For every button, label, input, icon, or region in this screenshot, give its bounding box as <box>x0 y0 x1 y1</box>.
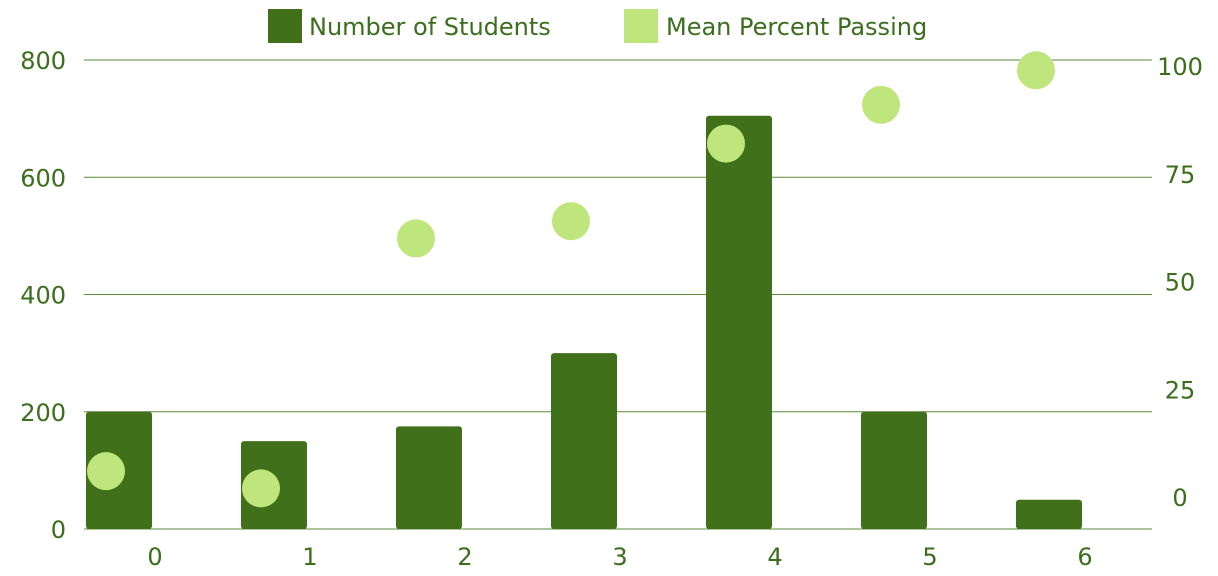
right-axis-tick-label: 75 <box>1165 161 1196 189</box>
scatter-series-mean-percent-passing <box>87 51 1055 508</box>
point-mean-percent-passing-5 <box>862 85 900 124</box>
left-axis-tick-label: 0 <box>51 516 66 544</box>
point-mean-percent-passing-2 <box>397 219 435 258</box>
x-axis-tick-label: 4 <box>767 543 782 571</box>
x-axis-tick-label: 5 <box>922 543 937 571</box>
x-axis-tick-labels: 0 1 2 3 4 5 6 <box>147 543 1092 571</box>
right-axis-tick-labels: 0 25 50 75 100 <box>1157 53 1203 512</box>
legend-label-mean-percent-passing: Mean Percent Passing <box>666 13 927 41</box>
x-axis-tick-label: 3 <box>612 543 627 571</box>
right-axis-tick-label: 25 <box>1165 376 1196 404</box>
legend-swatch-mean-percent-passing <box>624 9 658 43</box>
left-axis-tick-label: 800 <box>20 47 66 75</box>
left-axis-tick-label: 400 <box>20 282 66 310</box>
bar-number-of-students-3 <box>551 353 617 529</box>
bar-number-of-students-2 <box>396 426 462 529</box>
left-axis-tick-label: 200 <box>20 399 66 427</box>
legend-swatch-number-of-students <box>268 9 302 43</box>
gridlines <box>84 59 1152 530</box>
point-mean-percent-passing-4 <box>707 124 745 163</box>
left-axis-tick-label: 600 <box>20 164 66 192</box>
right-axis-tick-label: 50 <box>1165 269 1196 297</box>
right-axis-tick-label: 100 <box>1157 53 1203 81</box>
point-mean-percent-passing-3 <box>552 202 590 241</box>
legend-label-number-of-students: Number of Students <box>309 13 551 41</box>
x-axis-tick-label: 0 <box>147 543 162 571</box>
legend: Number of Students Mean Percent Passing <box>268 9 927 43</box>
point-mean-percent-passing-0 <box>87 452 125 491</box>
point-mean-percent-passing-1 <box>242 469 280 508</box>
x-axis-tick-label: 1 <box>302 543 317 571</box>
left-axis-tick-labels: 0 200 400 600 800 <box>20 47 66 544</box>
bar-number-of-students-6 <box>1016 499 1082 529</box>
bar-number-of-students-5 <box>861 411 927 529</box>
x-axis-tick-label: 6 <box>1077 543 1092 571</box>
right-axis-tick-label: 0 <box>1172 484 1187 512</box>
point-mean-percent-passing-6 <box>1017 51 1055 90</box>
x-axis-tick-label: 2 <box>457 543 472 571</box>
bar-number-of-students-4 <box>706 115 772 529</box>
